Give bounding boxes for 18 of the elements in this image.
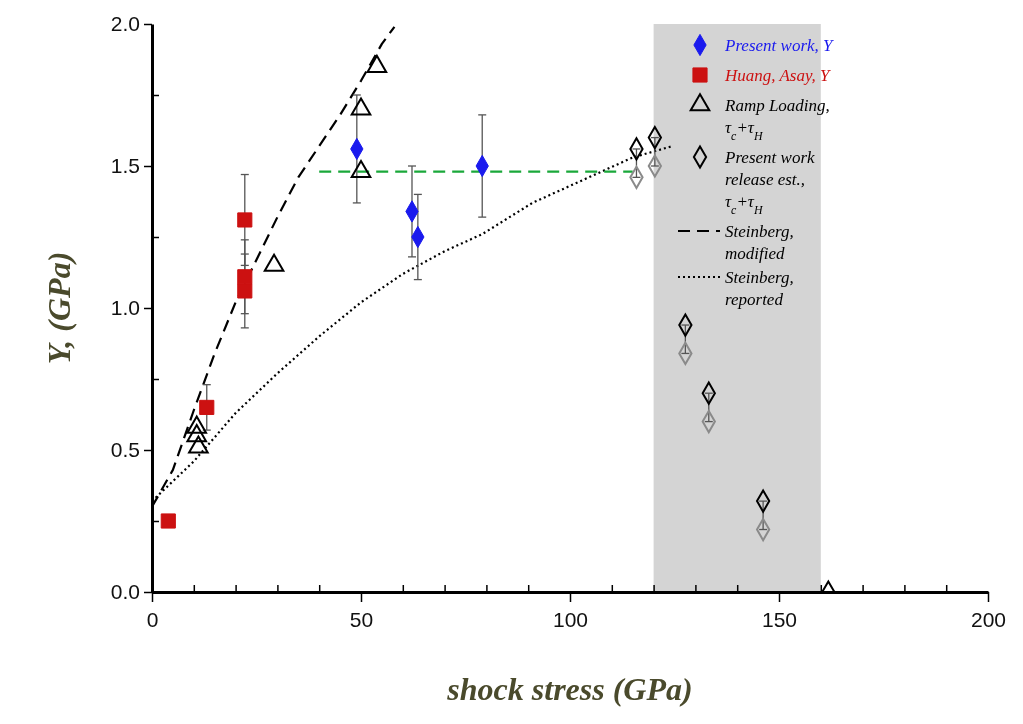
- x-tick-label: 100: [552, 607, 589, 631]
- legend-label: Steinberg, reported: [725, 268, 794, 309]
- legend-label: Present work release est., τ$_{c}$+τ$_{H}$: [724, 148, 815, 217]
- y-tick-label: 0.0: [110, 580, 140, 604]
- legend-label: Ramp Loading, τ$_{c}$+τ$_{H}$: [724, 96, 830, 143]
- legend-label: Steinberg, modified: [725, 222, 794, 263]
- y-tick-label: 1.0: [110, 296, 140, 320]
- x-tick-label: 150: [761, 607, 798, 631]
- x-tick-label: 0: [146, 607, 159, 631]
- y-tick-label: 0.5: [110, 438, 140, 462]
- x-tick-label: 200: [970, 607, 1007, 631]
- y-tick-label: 1.5: [110, 154, 140, 178]
- legend-label: Huang, Asay, Y: [724, 66, 832, 85]
- y-axis-title: Y, (GPa): [41, 251, 77, 365]
- x-axis-title: shock stress (GPa): [446, 671, 693, 707]
- x-tick-label: 50: [349, 607, 374, 631]
- legend-label: Present work, Y: [724, 36, 835, 55]
- y-tick-label: 2.0: [110, 12, 140, 36]
